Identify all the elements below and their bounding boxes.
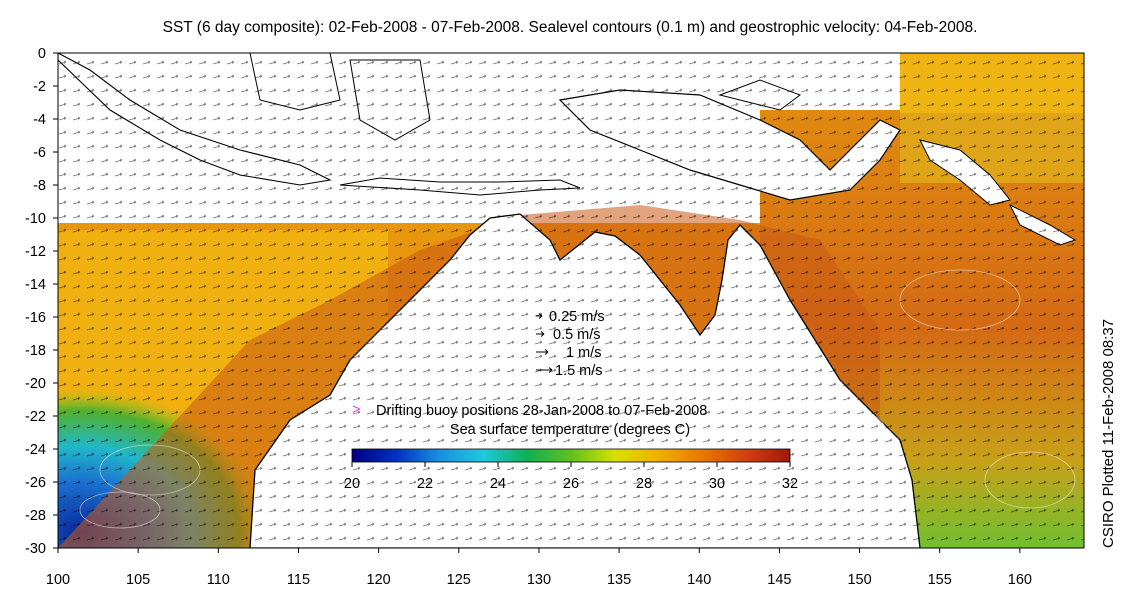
lat-tick-label: -8	[33, 178, 46, 194]
colorbar-tick-label: 20	[344, 476, 360, 492]
lat-tick-label: 0	[38, 46, 46, 62]
lon-tick-label: 115	[287, 572, 310, 588]
velocity-legend: 0.25 m/s 0.5 m/s 1 m/s 1.5 m/s	[536, 309, 605, 379]
lat-tick-label: -12	[25, 244, 46, 260]
lat-tick-label: -24	[25, 442, 46, 458]
colorbar-title: Sea surface temperature (degrees C)	[450, 422, 690, 438]
latitude-axis: 0 -2 -4 -6 -8 -10 -12 -14 -16 -18 -20 -22 -24 -26 -28 -…	[25, 46, 58, 557]
lat-tick-label: -4	[33, 112, 46, 128]
lat-tick-label: -18	[25, 343, 46, 359]
velocity-legend-label: 1 m/s	[566, 345, 601, 361]
colorbar-tick-label: 22	[417, 476, 433, 492]
lat-tick-label: -28	[25, 508, 46, 524]
buoy-legend: > Drifting buoy positions 28-Jan-2008 to…	[352, 402, 707, 419]
velocity-arrow-icon	[536, 331, 545, 337]
colorbar-tick-label: 28	[636, 476, 652, 492]
lon-tick-label: 155	[928, 572, 952, 588]
lon-tick-label: 100	[46, 572, 70, 588]
lat-tick-label: -22	[25, 409, 46, 425]
colorbar-tick-label: 26	[563, 476, 579, 492]
velocity-arrow-icon	[536, 349, 549, 355]
lon-tick-label: 135	[607, 572, 631, 588]
lon-tick-label: 110	[207, 572, 230, 588]
lat-tick-label: -6	[33, 145, 46, 161]
colorbar-tick-label: 30	[709, 476, 725, 492]
velocity-legend-label: 0.5 m/s	[553, 327, 601, 343]
buoy-legend-label: Drifting buoy positions 28-Jan-2008 to 0…	[376, 403, 707, 419]
lat-tick-label: -14	[25, 277, 46, 293]
lon-tick-label: 150	[847, 572, 871, 588]
map-area	[58, 53, 1084, 548]
velocity-arrow-icon	[536, 313, 543, 319]
lon-tick-label: 120	[367, 572, 391, 588]
velocity-legend-label: 1.5 m/s	[555, 363, 603, 379]
lat-tick-label: -2	[33, 79, 46, 95]
lon-tick-label: 140	[687, 572, 711, 588]
colorbar-tick-label: 32	[782, 476, 798, 492]
lat-tick-label: -30	[25, 541, 46, 557]
colorbar-tick-label: 24	[490, 476, 506, 492]
longitude-axis: 100 105 110 115 120 125 130 135 140 145 150 155 160	[46, 548, 1032, 588]
lat-tick-label: -26	[25, 475, 46, 491]
lon-tick-label: 145	[767, 572, 791, 588]
map-title: SST (6 day composite): 02-Feb-2008 - 07-…	[162, 19, 978, 36]
lon-tick-label: 105	[126, 572, 150, 588]
lat-tick-label: -20	[25, 376, 46, 392]
lat-tick-label: -10	[25, 211, 46, 227]
velocity-legend-label: 0.25 m/s	[549, 309, 605, 325]
lon-tick-label: 130	[527, 572, 551, 588]
velocity-arrow-icon	[536, 367, 553, 373]
colorbar-gradient	[351, 448, 791, 463]
buoy-marker-icon: >	[352, 402, 360, 418]
lon-tick-label: 125	[447, 572, 471, 588]
lat-tick-label: -16	[25, 310, 46, 326]
lon-tick-label: 160	[1008, 572, 1032, 588]
colorbar: Sea surface temperature (degrees C) 20 22…	[344, 422, 798, 492]
